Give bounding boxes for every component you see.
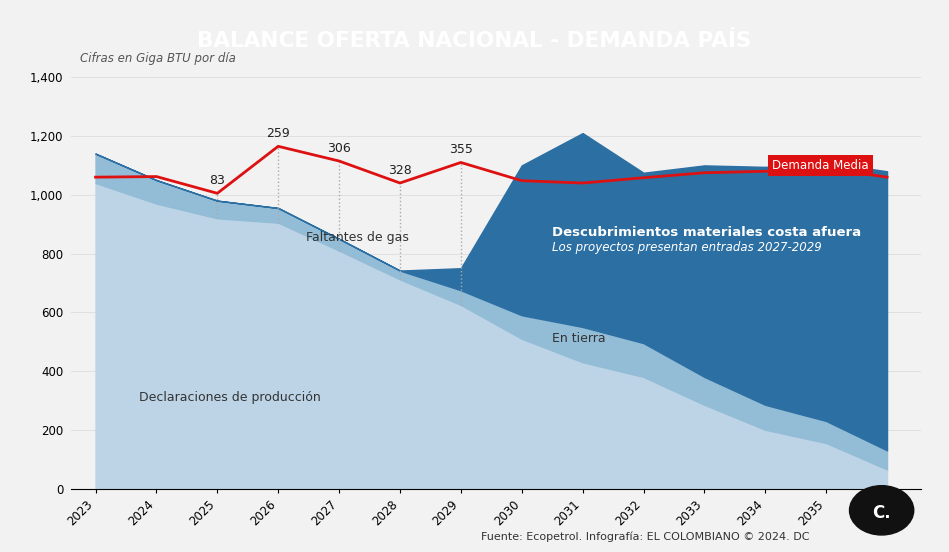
Text: C.: C.	[872, 504, 891, 522]
Text: Descubrimientos materiales costa afuera: Descubrimientos materiales costa afuera	[552, 226, 862, 240]
Text: 259: 259	[267, 127, 290, 140]
Text: Fuente: Ecopetrol. Infografía: EL COLOMBIANO © 2024. DC: Fuente: Ecopetrol. Infografía: EL COLOMB…	[481, 532, 809, 542]
Text: 306: 306	[327, 141, 351, 155]
Text: 83: 83	[210, 174, 225, 187]
Text: Demanda Media: Demanda Media	[772, 159, 868, 172]
Text: En tierra: En tierra	[552, 332, 605, 345]
Text: Faltantes de gas: Faltantes de gas	[306, 231, 409, 245]
Text: Los proyectos presentan entradas 2027-2029: Los proyectos presentan entradas 2027-20…	[552, 241, 822, 254]
Text: BALANCE OFERTA NACIONAL - DEMANDA PAÍS: BALANCE OFERTA NACIONAL - DEMANDA PAÍS	[197, 31, 752, 51]
Text: 355: 355	[449, 143, 473, 156]
Text: Cifras en Giga BTU por día: Cifras en Giga BTU por día	[80, 52, 235, 65]
Text: Declaraciones de producción: Declaraciones de producción	[139, 391, 321, 404]
Circle shape	[849, 486, 914, 535]
Text: 328: 328	[388, 163, 412, 177]
